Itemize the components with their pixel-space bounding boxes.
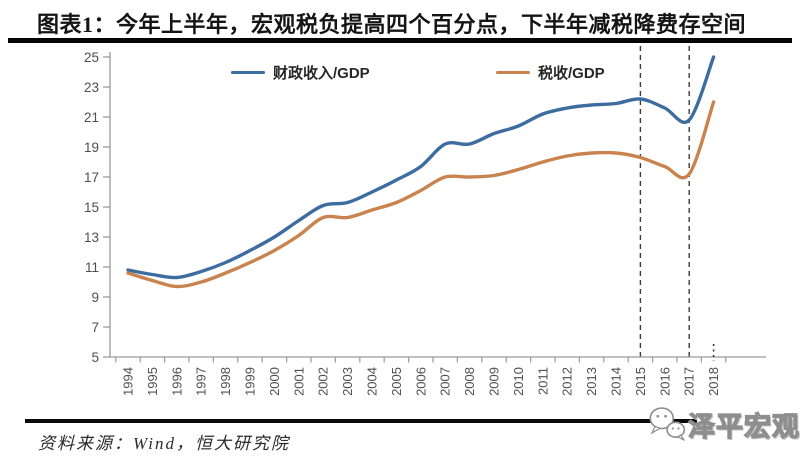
svg-text:2010: 2010	[511, 367, 526, 396]
title-underline	[8, 38, 792, 43]
svg-text:1999: 1999	[243, 367, 258, 396]
svg-text:19: 19	[84, 140, 99, 155]
svg-text:2014: 2014	[609, 367, 624, 396]
legend-item-fiscal: 财政收入/GDP	[231, 62, 370, 83]
svg-text:7: 7	[91, 320, 99, 335]
brand-name: 泽平宏观	[687, 411, 800, 442]
legend-item-tax: 税收/GDP	[496, 62, 605, 83]
series-fiscal-line	[126, 55, 716, 280]
dashed-guide-lines	[639, 46, 690, 357]
svg-text:13: 13	[84, 230, 99, 245]
legend-line-tax	[496, 70, 530, 75]
svg-text:2015: 2015	[633, 367, 648, 396]
svg-text:2002: 2002	[316, 367, 331, 396]
svg-text:2008: 2008	[462, 367, 477, 396]
svg-text:2000: 2000	[267, 367, 282, 396]
svg-text:11: 11	[85, 260, 99, 275]
svg-text:2016: 2016	[657, 367, 672, 396]
svg-text:2018: 2018	[706, 367, 721, 396]
legend-label-tax: 税收/GDP	[538, 65, 605, 82]
svg-text:2003: 2003	[340, 367, 355, 396]
svg-text:2017: 2017	[682, 367, 697, 396]
svg-text:2006: 2006	[413, 367, 428, 396]
svg-text:23: 23	[84, 80, 99, 95]
wechat-icon-eyes	[656, 414, 680, 430]
svg-text:1997: 1997	[194, 367, 209, 396]
svg-text:5: 5	[91, 350, 99, 365]
svg-text:2004: 2004	[365, 367, 380, 396]
page-title: 图表1：今年上半年，宏观税负提高四个百分点，下半年减税降费存空间	[37, 12, 747, 37]
svg-text:2011: 2011	[535, 367, 550, 395]
svg-text:2005: 2005	[389, 367, 404, 396]
svg-text:9: 9	[91, 290, 99, 305]
wechat-icon	[649, 407, 686, 441]
x-axis: 1994 1995 1996 1997 1998 1999 2000 2001 2002 2003…	[110, 356, 766, 396]
svg-text:2001: 2001	[291, 367, 306, 396]
legend-label-fiscal: 财政收入/GDP	[273, 65, 370, 82]
svg-text:2012: 2012	[560, 367, 575, 396]
svg-text:1996: 1996	[169, 367, 184, 396]
brand-logo: 泽平宏观	[647, 398, 800, 450]
svg-text:15: 15	[84, 200, 99, 215]
source-note: 资料来源：Wind，恒大研究院	[38, 434, 290, 453]
series-tax-line	[126, 100, 716, 289]
svg-text:1998: 1998	[218, 367, 233, 396]
svg-text:25: 25	[84, 50, 99, 65]
svg-text:2009: 2009	[487, 367, 502, 396]
svg-text:2013: 2013	[584, 367, 599, 396]
svg-text:17: 17	[84, 170, 99, 185]
svg-text:21: 21	[84, 110, 99, 125]
bottom-divider	[25, 419, 697, 423]
svg-text:1995: 1995	[145, 367, 160, 396]
svg-text:2007: 2007	[438, 367, 453, 396]
svg-text:1994: 1994	[121, 367, 136, 396]
legend-line-fiscal	[231, 70, 265, 75]
y-axis: 5 7 9 11 13 15 17 19 21 23 25	[84, 50, 111, 365]
